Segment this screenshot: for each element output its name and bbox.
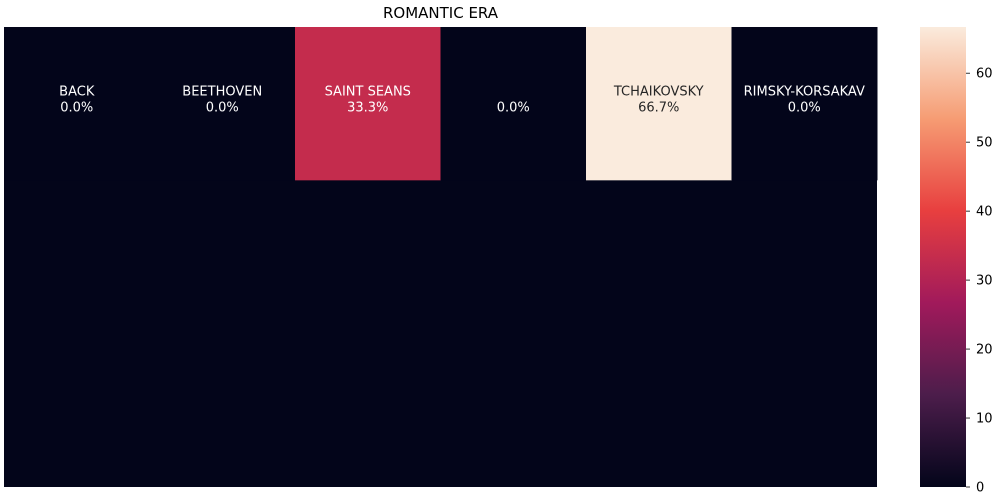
heatmap-cell xyxy=(586,27,732,181)
colorbar: 0 10 20 30 40 50 60 xyxy=(920,27,993,496)
cell-name-label: BACK xyxy=(59,85,95,100)
cell-value-label: 0.0% xyxy=(497,101,530,116)
colorbar-gradient xyxy=(920,27,966,487)
chart-title: ROMANTIC ERA xyxy=(383,4,499,22)
heatmap-cell xyxy=(295,27,441,181)
cell-value-label: 66.7% xyxy=(638,101,679,116)
colorbar-tick-label: 10 xyxy=(976,412,993,427)
colorbar-tick-label: 50 xyxy=(976,136,993,151)
colorbar-tick-label: 30 xyxy=(976,274,993,289)
heatmap-cell xyxy=(4,27,150,181)
colorbar-tick-label: 60 xyxy=(976,67,993,82)
cell-name-label: BEETHOVEN xyxy=(182,85,262,100)
heatmap-cell xyxy=(440,27,587,181)
cell-value-label: 0.0% xyxy=(788,101,821,116)
colorbar-tick-label: 0 xyxy=(976,481,984,496)
cell-value-label: 0.0% xyxy=(60,101,93,116)
colorbar-tick-label: 40 xyxy=(976,205,993,220)
cell-name-label: TCHAIKOVSKY xyxy=(613,85,704,100)
cell-value-label: 0.0% xyxy=(206,101,239,116)
cell-name-label: SAINT SEANS xyxy=(325,85,411,100)
heatmap-cell xyxy=(149,27,296,181)
cell-value-label: 33.3% xyxy=(347,101,388,116)
colorbar-tick-label: 20 xyxy=(976,343,993,358)
heatmap-cell xyxy=(731,27,878,181)
cell-name-label: RIMSKY-KORSAKAV xyxy=(744,85,865,100)
